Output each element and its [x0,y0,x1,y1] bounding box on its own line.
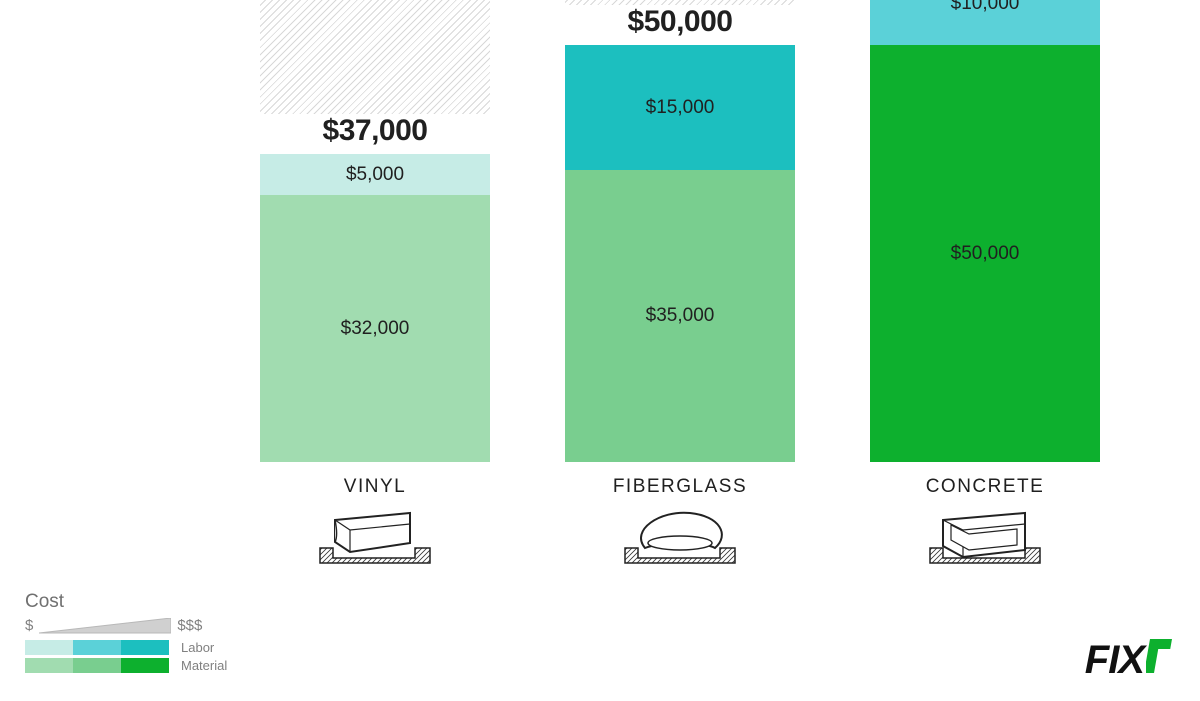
legend-swatches [25,640,169,655]
labor-segment: $15,000 [565,45,795,170]
total-label: $37,000 [260,114,490,148]
legend-high-symbol: $$$ [177,617,202,634]
vinyl-pool-icon [315,510,435,565]
concrete-pool-icon [925,510,1045,565]
bar-stack: $37,000 $5,000$32,000 [260,0,490,462]
labor-segment: $10,000 [870,0,1100,45]
legend-swatch [121,658,169,673]
bar-group-vinyl: $37,000 $5,000$32,000 VINYL [260,0,490,565]
material-segment: $32,000 [260,195,490,462]
legend-low-symbol: $ [25,617,33,634]
legend-swatch [25,658,73,673]
legend-row: Labor [25,640,225,655]
material-segment: $50,000 [870,45,1100,462]
legend-swatch [73,658,121,673]
bar-stack: $60,000$10,000$50,000 [870,0,1100,462]
category-label: VINYL [344,476,406,498]
hatch-fill [260,0,490,114]
wedge-icon [39,618,171,634]
legend-row-label: Labor [181,640,214,655]
bar-group-fiberglass: $50,000 $15,000$35,000 FIBERGLASS [565,0,795,565]
legend-wedge: $ $$$ [25,617,225,634]
legend-swatches [25,658,169,673]
chart-area: $37,000 $5,000$32,000 VINYL $50,000 $15,000$… [260,25,1100,565]
legend-swatch [121,640,169,655]
legend-title: Cost [25,591,225,613]
total-label: $50,000 [565,5,795,39]
labor-segment: $5,000 [260,154,490,196]
category-label: FIBERGLASS [613,476,747,498]
legend: Cost $ $$$ Labor Material [25,591,225,676]
legend-row: Material [25,658,225,673]
material-segment: $35,000 [565,170,795,462]
legend-swatch [73,640,121,655]
bar-stack: $50,000 $15,000$35,000 [565,0,795,462]
category-label: CONCRETE [926,476,1045,498]
logo-accent-icon [1146,638,1172,672]
legend-row-label: Material [181,658,227,673]
legend-swatch [25,640,73,655]
bar-group-concrete: $60,000$10,000$50,000 CONCRETE [870,0,1100,565]
brand-logo: FIX [1085,638,1172,683]
fiberglass-pool-icon [620,510,740,565]
logo-text: FIX [1085,638,1144,683]
